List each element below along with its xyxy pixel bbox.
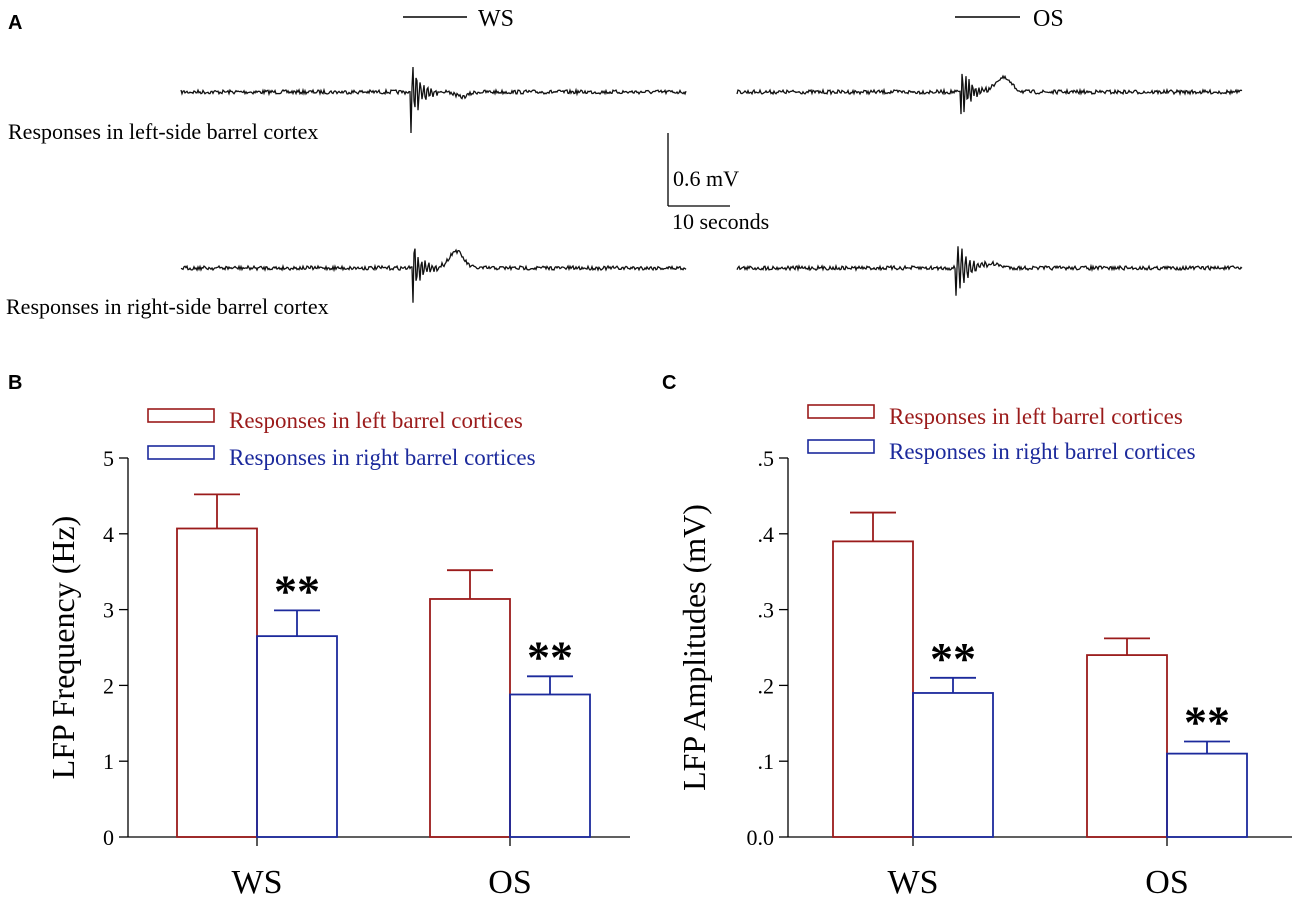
panel-a: A WS OS Responses in left-side barrel co… <box>6 6 1243 319</box>
panel-a-letter: A <box>8 12 22 34</box>
y-tick-label: 1 <box>103 749 114 774</box>
y-tick-label: .5 <box>758 446 775 471</box>
y-axis-label: LFP Frequency (Hz) <box>45 516 81 780</box>
bar-left-ws <box>832 540 914 838</box>
legend-swatch-right <box>807 439 875 454</box>
x-tick-label: WS <box>232 864 283 901</box>
panel-b-letter: B <box>8 372 22 394</box>
x-tick-label: WS <box>888 864 939 901</box>
y-tick-label: 5 <box>103 446 114 471</box>
bar-left-ws <box>176 527 258 838</box>
trace-left-ws <box>180 66 687 134</box>
bar-right-ws <box>256 635 338 838</box>
y-tick-label: .3 <box>758 598 775 623</box>
significance-marker: ** <box>1184 696 1230 747</box>
scale-voltage-label: 0.6 mV <box>673 166 739 191</box>
y-tick-label: 0.0 <box>747 825 775 850</box>
bar-right-os <box>1166 752 1248 838</box>
trace-right-os <box>736 246 1243 296</box>
y-tick-label: 3 <box>103 598 114 623</box>
scale-time-label: 10 seconds <box>672 209 769 234</box>
legend-swatch-left <box>807 404 875 419</box>
significance-marker: ** <box>527 631 573 682</box>
stim-label-os: OS <box>1033 6 1064 32</box>
bar-right-ws <box>912 692 994 838</box>
panel-c: C Responses in left barrel cortices Respo… <box>662 372 1292 901</box>
bar-left-os <box>1086 654 1168 838</box>
bar-left-os <box>429 598 511 838</box>
legend-swatch-right <box>147 445 215 460</box>
trace-left-os <box>736 73 1243 115</box>
trace-right-ws <box>180 248 687 303</box>
x-tick-label: OS <box>488 864 531 901</box>
legend-label-left: Responses in left barrel cortices <box>229 408 523 433</box>
legend-label-right: Responses in right barrel cortices <box>889 439 1196 464</box>
significance-marker: ** <box>930 633 976 684</box>
y-tick-label: .4 <box>758 522 775 547</box>
legend-swatch-left <box>147 408 215 423</box>
y-axis-label: LFP Amplitudes (mV) <box>676 504 712 791</box>
x-tick-label: OS <box>1145 864 1188 901</box>
bar-right-os <box>509 693 591 838</box>
y-tick-label: .1 <box>758 749 775 774</box>
y-tick-label: .2 <box>758 673 775 698</box>
significance-marker: ** <box>274 565 320 616</box>
legend-label-right: Responses in right barrel cortices <box>229 445 536 470</box>
y-tick-label: 4 <box>103 522 114 547</box>
panel-c-letter: C <box>662 372 676 394</box>
stim-label-ws: WS <box>478 6 514 32</box>
y-tick-label: 0 <box>103 825 114 850</box>
row-left-label: Responses in left-side barrel cortex <box>8 119 318 144</box>
panel-b: B Responses in left barrel cortices Respo… <box>8 372 630 901</box>
y-tick-label: 2 <box>103 673 114 698</box>
legend-label-left: Responses in left barrel cortices <box>889 404 1183 429</box>
row-right-label: Responses in right-side barrel cortex <box>6 294 329 319</box>
